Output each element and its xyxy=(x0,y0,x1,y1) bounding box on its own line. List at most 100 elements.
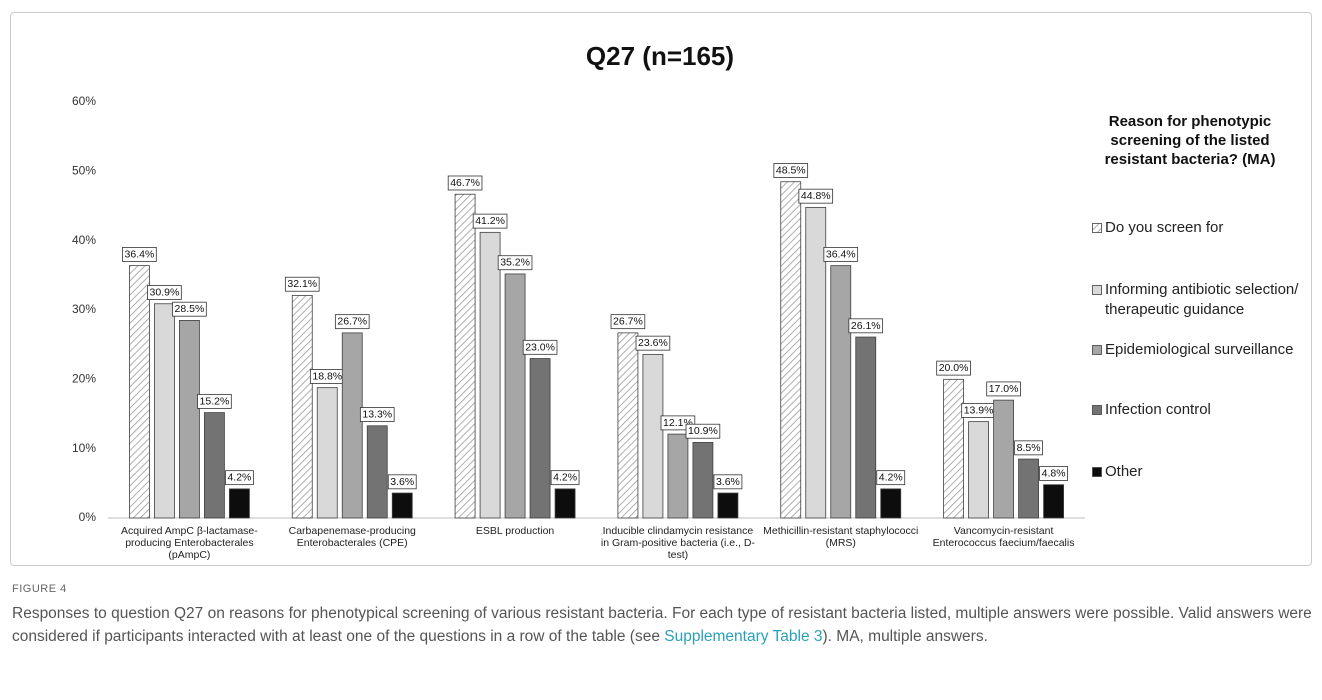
bar xyxy=(179,319,200,519)
figure-label: FIGURE 4 xyxy=(12,583,67,595)
data-label: 35.2% xyxy=(500,257,530,269)
data-label-box xyxy=(635,335,671,351)
legend-swatch-fill xyxy=(1092,345,1102,355)
bar xyxy=(692,442,714,519)
data-label: 4.2% xyxy=(879,472,903,484)
bar xyxy=(1018,458,1039,519)
bar xyxy=(504,273,526,519)
data-label: 36.4% xyxy=(125,248,155,260)
bar xyxy=(229,488,250,519)
legend-item: Infection control xyxy=(1092,400,1307,420)
data-label: 28.5% xyxy=(175,303,205,315)
bar xyxy=(129,265,150,519)
data-label-box xyxy=(773,163,809,178)
legend-item: Epidemiological surveillance xyxy=(1092,340,1307,360)
data-label: 32.1% xyxy=(287,278,317,290)
legend-swatch xyxy=(1092,285,1102,295)
data-label-box xyxy=(334,314,370,330)
bar xyxy=(780,181,802,519)
bar xyxy=(554,488,576,519)
y-tick-label: 30% xyxy=(72,302,96,316)
y-tick-label: 50% xyxy=(72,164,96,178)
bar xyxy=(479,231,501,519)
x-tick-label: Inducible clindamycin resistance in Gram… xyxy=(600,525,755,561)
bar xyxy=(204,412,225,519)
data-label-box xyxy=(713,474,743,490)
caption-text: ). MA, multiple answers. xyxy=(822,628,988,645)
bar xyxy=(391,492,413,519)
x-tick-label: ESBL production xyxy=(475,525,555,537)
data-label: 4.2% xyxy=(553,472,577,484)
caption-link[interactable]: Supplementary Table 3 xyxy=(664,628,823,645)
legend-swatch xyxy=(1092,467,1102,477)
bar xyxy=(1043,484,1064,519)
data-label: 30.9% xyxy=(150,287,180,299)
data-label: 8.5% xyxy=(1017,442,1041,454)
data-label-box xyxy=(472,213,508,229)
legend-item: Do you screen for xyxy=(1092,218,1307,238)
bar xyxy=(154,303,175,519)
legend-swatch xyxy=(1092,345,1102,355)
data-label-box xyxy=(172,301,207,317)
data-label-box xyxy=(798,188,834,204)
legend-item: Other xyxy=(1092,462,1307,482)
data-label-box xyxy=(610,314,646,330)
data-label-box xyxy=(936,360,971,376)
bar xyxy=(993,399,1014,519)
bar xyxy=(316,387,338,519)
legend-swatch-fill xyxy=(1092,405,1102,415)
data-label: 15.2% xyxy=(200,395,230,407)
y-tick-label: 60% xyxy=(72,94,96,108)
data-label-box xyxy=(497,255,533,271)
x-tick-label: Carbapenemase-producing Enterobacterales… xyxy=(288,525,416,549)
data-label: 48.5% xyxy=(776,165,806,177)
legend-swatch xyxy=(1092,405,1102,415)
data-label-box xyxy=(986,381,1021,397)
legend-item: Informing antibiotic selection/ therapeu… xyxy=(1092,280,1307,320)
data-label-box xyxy=(197,393,232,409)
bar xyxy=(366,425,388,519)
caption: Responses to question Q27 on reasons for… xyxy=(12,602,1312,648)
data-label: 13.3% xyxy=(362,409,392,421)
bar xyxy=(805,206,827,519)
data-label-box xyxy=(122,247,157,262)
bar xyxy=(291,295,313,519)
data-label-box xyxy=(359,407,395,422)
data-label: 41.2% xyxy=(475,215,505,227)
data-label: 4.2% xyxy=(227,472,251,484)
data-label-box xyxy=(387,474,417,490)
legend-label: Do you screen for xyxy=(1105,219,1224,236)
data-label: 20.0% xyxy=(939,362,969,374)
chart-frame xyxy=(10,12,1312,566)
data-label-box xyxy=(876,470,906,486)
data-label: 23.0% xyxy=(525,341,555,353)
legend-label: Informing antibiotic selection/ therapeu… xyxy=(1105,281,1299,318)
data-label-box xyxy=(225,470,254,486)
data-label: 26.7% xyxy=(613,316,643,328)
bar xyxy=(341,332,363,519)
y-tick-label: 40% xyxy=(72,233,96,247)
legend-label: Epidemiological surveillance xyxy=(1105,341,1294,358)
x-tick-label: Acquired AmpC β-lactamase-producing Ente… xyxy=(121,525,258,561)
bar xyxy=(529,358,551,519)
chart-title: Q27 (n=165) xyxy=(586,41,734,71)
bar xyxy=(617,332,639,519)
y-tick-label: 10% xyxy=(72,441,96,455)
bar xyxy=(454,193,476,519)
data-label: 23.6% xyxy=(638,337,668,349)
data-label: 10.9% xyxy=(688,425,718,437)
chart: Q27 (n=165) 0% 10% 20% 30% 40% 50% 60% 36.4% 30.… xyxy=(72,41,1085,524)
bar xyxy=(880,488,902,519)
data-label-box xyxy=(823,247,859,262)
data-label-box xyxy=(1039,466,1068,481)
legend-swatch-fill xyxy=(1092,223,1102,233)
legend-swatch-fill xyxy=(1092,285,1102,295)
y-tick-label: 0% xyxy=(79,510,97,524)
bar xyxy=(855,336,877,519)
data-label: 3.6% xyxy=(716,476,740,488)
data-label: 26.7% xyxy=(337,316,367,328)
bar xyxy=(830,265,852,519)
data-label: 18.8% xyxy=(312,370,342,382)
data-label-box xyxy=(284,276,320,292)
data-label: 12.1% xyxy=(663,417,693,429)
